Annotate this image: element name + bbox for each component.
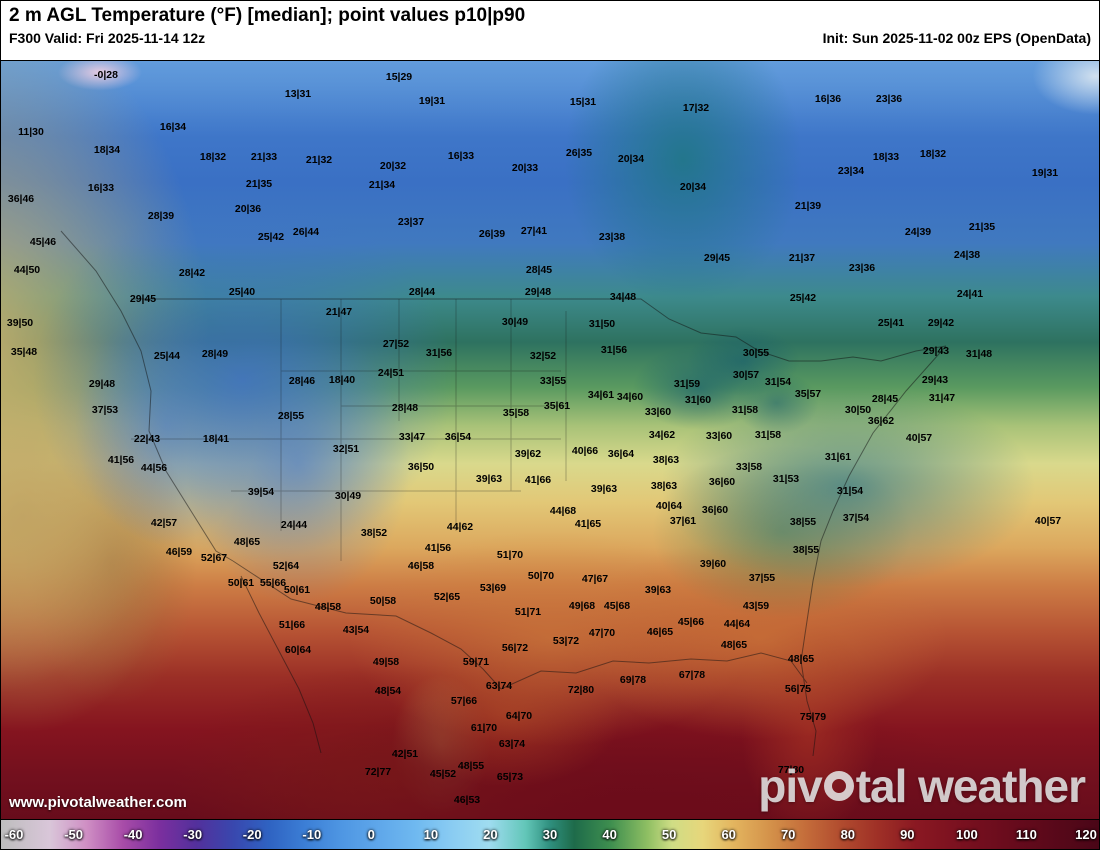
colorbar-tick-label: 40 <box>602 827 617 842</box>
colorbar-tick-label: 120 <box>1075 827 1097 842</box>
colorbar-tick-label: 0 <box>367 827 375 842</box>
logo-text-left: piv <box>758 760 822 812</box>
geo-borders <box>60 230 947 757</box>
colorbar: -60 -50 -40 -30 -20 -10 0 10 20 30 40 50 60 70 80 90 100… <box>1 819 1099 849</box>
map-title: 2 m AGL Temperature (°F) [median]; point… <box>9 5 526 26</box>
colorbar-tick-label: 70 <box>780 827 796 842</box>
logo-ring-icon <box>823 771 854 801</box>
temperature-field-detail <box>1 61 1099 821</box>
colorbar-tick-label: 50 <box>661 827 677 842</box>
colorbar-tick-label: -50 <box>64 827 83 842</box>
colorbar-tick-label: -10 <box>302 827 322 842</box>
valid-time: F300 Valid: Fri 2025-11-14 12z <box>9 30 206 46</box>
temperature-map <box>1 61 1099 821</box>
colorbar-tick-label: 60 <box>721 827 736 842</box>
logo-text-right: tal weather <box>855 760 1086 812</box>
colorbar-tick-label: -40 <box>123 827 143 842</box>
colorbar-tick-label: 10 <box>423 827 439 842</box>
colorbar-tick-label: 20 <box>483 827 498 842</box>
colorbar-tick-label: -20 <box>242 827 262 842</box>
colorbar-tick-label: 100 <box>956 827 978 842</box>
init-time: Init: Sun 2025-11-02 00z EPS (OpenData) <box>822 30 1091 46</box>
pivotal-weather-logo: piv tal weather <box>758 759 1086 813</box>
colorbar-tick-label: -30 <box>183 827 203 842</box>
colorbar-tick-label: 90 <box>900 827 915 842</box>
header: 2 m AGL Temperature (°F) [median]; point… <box>1 1 1099 61</box>
colorbar-tick-label: 110 <box>1015 827 1037 842</box>
colorbar-tick-label: -60 <box>4 827 24 842</box>
colorbar-tick-label: 80 <box>840 827 856 842</box>
watermark: www.pivotalweather.com <box>9 794 187 811</box>
colorbar-tick-label: 30 <box>542 827 558 842</box>
